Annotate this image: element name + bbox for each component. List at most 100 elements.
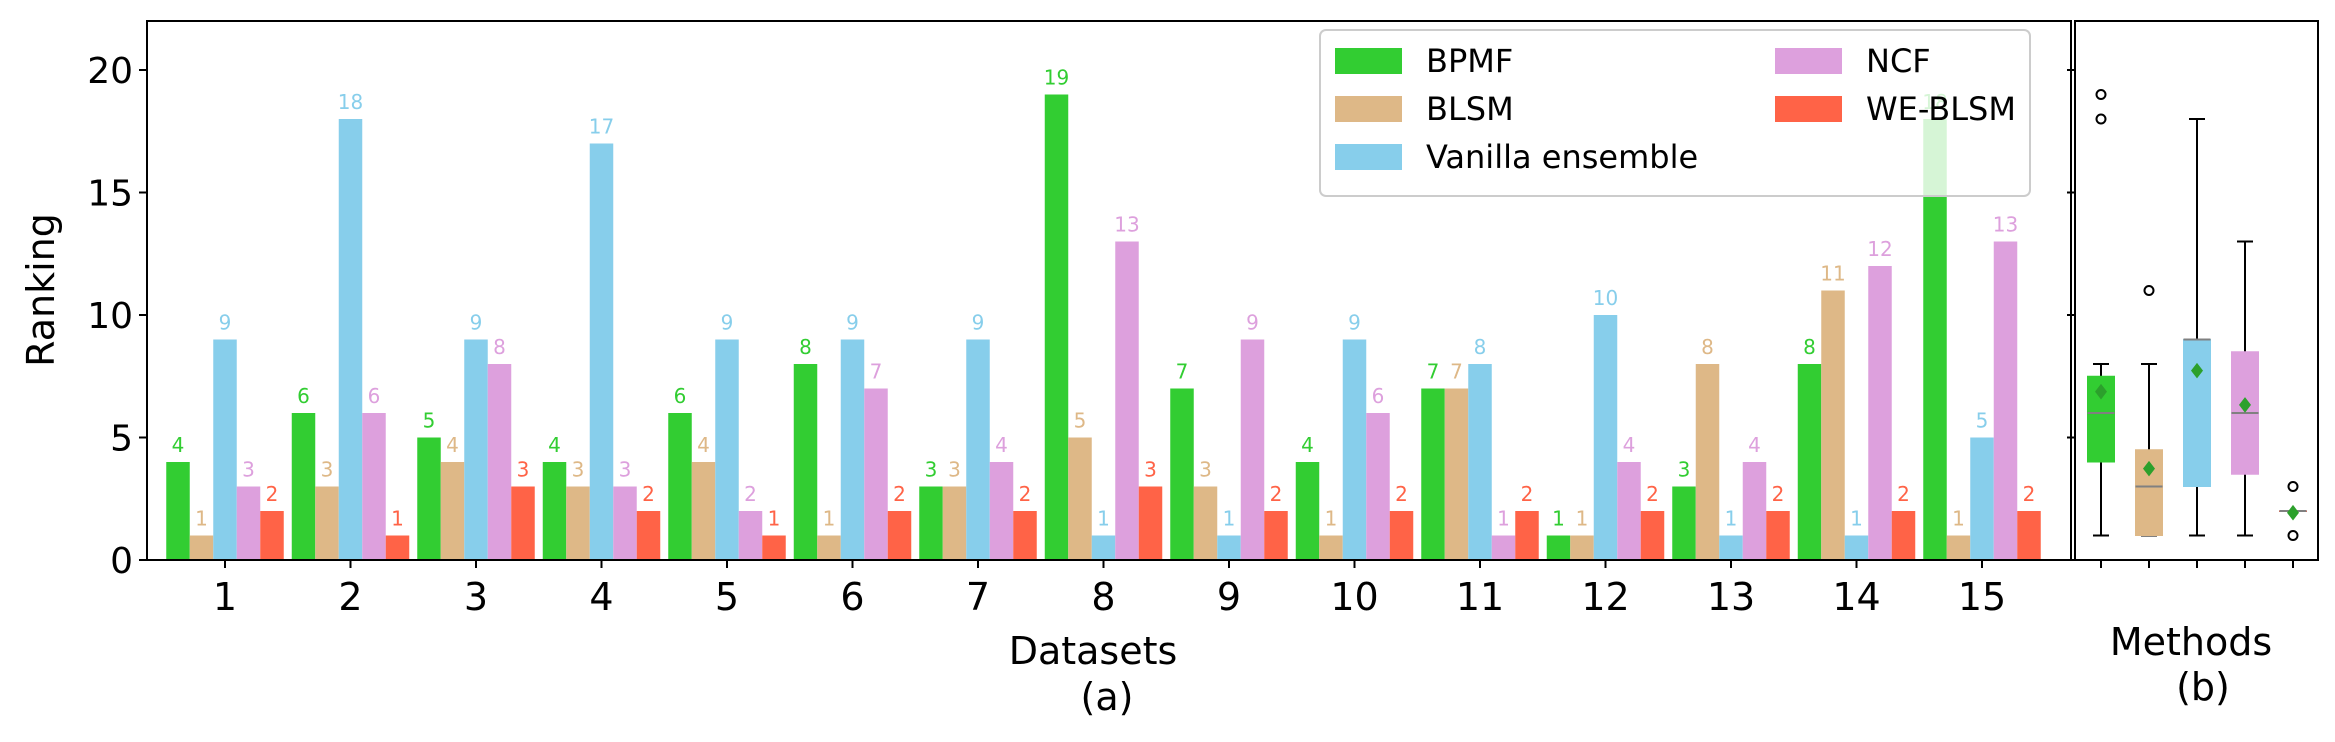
bar-value-label: 2: [1270, 482, 1283, 506]
bar-we-blsm: [1640, 511, 1665, 560]
bar-bpmf: [1672, 486, 1696, 560]
bar-value-label: 9: [721, 311, 734, 335]
y-tick-label: 10: [87, 296, 133, 337]
y-axis-label: Ranking: [19, 213, 63, 367]
bar-value-label: 13: [1993, 213, 2018, 237]
bar-bpmf: [1044, 94, 1069, 560]
y-tick-label: 5: [110, 419, 133, 460]
bar-value-label: 1: [1497, 507, 1510, 531]
bar-vanilla-ensemble: [840, 339, 865, 560]
bar-vanilla-ensemble: [715, 339, 739, 560]
box-ncf: [2231, 240, 2259, 537]
bar-value-label: 2: [2023, 482, 2036, 506]
legend-frame: [1319, 29, 2031, 197]
bar-value-label: 8: [493, 335, 506, 359]
bar-we-blsm: [1138, 486, 1163, 560]
bar-bpmf: [793, 364, 818, 560]
legend-swatch-bpmf: [1335, 48, 1402, 74]
legend-swatch-vanilla-ensemble: [1335, 144, 1402, 170]
legend-swatch-blsm: [1335, 96, 1402, 122]
bar-bpmf: [1295, 462, 1320, 560]
bar-value-label: 7: [1427, 360, 1440, 384]
bar-value-label: 1: [1952, 507, 1965, 531]
bar-value-label: 4: [1301, 433, 1314, 457]
x-tick-label: 6: [840, 575, 864, 619]
bar-value-label: 5: [1074, 409, 1087, 433]
box-iqr: [2087, 375, 2115, 463]
bar-value-label: 1: [391, 507, 404, 531]
bar-bpmf: [1170, 388, 1194, 560]
outlier-point: [2095, 89, 2107, 100]
bar-bpmf: [1797, 364, 1822, 560]
legend: BPMF BLSM Vanilla ensemble NCF WE-BLSM: [1319, 29, 2031, 197]
outlier-point: [2287, 530, 2299, 541]
bar-bpmf: [668, 413, 692, 560]
x-tick-label: 1: [213, 575, 237, 619]
bar-value-label: 2: [1395, 482, 1408, 506]
bar-blsm: [440, 462, 465, 560]
bar-we-blsm: [762, 535, 786, 560]
bar-vanilla-ensemble: [213, 339, 237, 560]
bar-value-label: 1: [1552, 507, 1565, 531]
box-mean-marker: [2143, 460, 2155, 477]
bar-ncf: [487, 364, 512, 560]
bar-value-label: 7: [1450, 360, 1463, 384]
bar-value-label: 3: [242, 458, 255, 482]
bar-value-label: 9: [470, 311, 483, 335]
bar-vanilla-ensemble: [966, 339, 990, 560]
bar-blsm: [1946, 535, 1971, 560]
box-vanilla-ensemble: [2183, 118, 2211, 537]
bar-value-label: 2: [642, 482, 655, 506]
bar-value-label: 4: [172, 433, 185, 457]
legend-label: NCF: [1866, 42, 1931, 80]
bar-value-label: 4: [548, 433, 561, 457]
bar-value-label: 3: [1144, 458, 1157, 482]
bar-we-blsm: [2017, 511, 2041, 560]
bar-we-blsm: [887, 511, 912, 560]
bar-value-label: 1: [1097, 507, 1110, 531]
x-tick-label: 14: [1832, 575, 1880, 619]
panel-a-axes-frame: [146, 20, 2072, 561]
bar-we-blsm: [511, 486, 535, 560]
x-tick-label: 5: [715, 575, 739, 619]
bar-bpmf: [919, 486, 943, 560]
bar-vanilla-ensemble: [1844, 535, 1869, 560]
bar-ncf: [1115, 241, 1139, 560]
bar-blsm: [566, 486, 590, 560]
bar-blsm: [1068, 437, 1092, 560]
y-tick-label: 15: [87, 174, 133, 215]
bar-value-label: 2: [744, 482, 757, 506]
legend-swatch-ncf: [1775, 48, 1842, 74]
bar-value-label: 3: [517, 458, 530, 482]
bar-value-label: 2: [1019, 482, 1032, 506]
box-mean-marker: [2239, 397, 2251, 413]
y-tick-label: 20: [87, 51, 133, 92]
bar-vanilla-ensemble: [589, 143, 614, 560]
bar-blsm: [691, 462, 716, 560]
bar-we-blsm: [1264, 511, 1288, 560]
x-tick-label: 13: [1707, 575, 1755, 619]
bar-vanilla-ensemble: [1091, 535, 1116, 560]
bar-value-label: 1: [1325, 507, 1338, 531]
bar-value-label: 4: [697, 433, 710, 457]
outlier-point: [2143, 285, 2155, 296]
bar-value-label: 1: [1223, 507, 1236, 531]
bar-we-blsm: [1515, 511, 1539, 560]
box-mean-marker: [2095, 383, 2107, 400]
bar-value-label: 5: [1976, 409, 1989, 433]
bar-we-blsm: [260, 511, 284, 560]
box-we-blsm: [2279, 481, 2307, 541]
panel-b-label: (b): [2176, 665, 2230, 709]
bar-value-label: 9: [846, 311, 859, 335]
x-tick-label: 10: [1330, 575, 1378, 619]
x-axis-label: Methods: [2110, 620, 2272, 664]
bar-value-label: 4: [446, 433, 459, 457]
bar-value-label: 19: [1044, 66, 1069, 90]
bar-blsm: [817, 535, 841, 560]
panel-a-bar-chart: 4654683197471381813434135317181119189179…: [19, 20, 2072, 719]
bar-value-label: 2: [1646, 482, 1659, 506]
bar-value-label: 4: [995, 433, 1008, 457]
bar-ncf: [613, 486, 637, 560]
bar-ncf: [1868, 266, 1892, 560]
bar-value-label: 8: [1701, 335, 1714, 359]
